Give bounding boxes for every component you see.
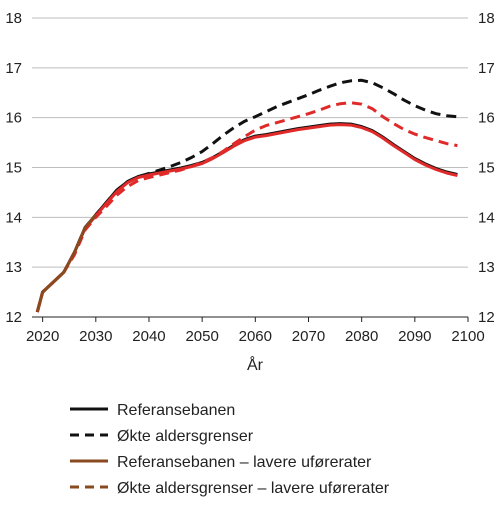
gridlines bbox=[32, 17, 468, 318]
y-tick-label-right: 16 bbox=[478, 110, 495, 127]
x-tick-label: 2080 bbox=[345, 328, 378, 345]
x-axis-label: År bbox=[247, 355, 264, 374]
legend-item: Referansebanen – lavere uførerater bbox=[70, 454, 372, 471]
x-tick-label: 2030 bbox=[79, 328, 112, 345]
y-tick-label-left: 12 bbox=[5, 309, 22, 326]
series-line-3 bbox=[35, 101, 458, 313]
x-tick-label: 2050 bbox=[185, 328, 218, 345]
legend-label: Referansebanen bbox=[117, 402, 235, 419]
legend-item: Økte aldersgrenser – lavere uførerater bbox=[70, 480, 390, 497]
legend: Referansebanen Økte aldersgrenser Referans… bbox=[70, 402, 390, 497]
x-tick-label: 2070 bbox=[292, 328, 325, 345]
y-tick-label-left: 15 bbox=[5, 160, 22, 177]
y-tick-label-right: 15 bbox=[478, 160, 495, 177]
y-tick-label-left: 16 bbox=[5, 110, 22, 127]
series-line-4 bbox=[35, 123, 458, 313]
y-tick-label-left: 18 bbox=[5, 10, 22, 27]
legend-label: Økte aldersgrenser bbox=[117, 428, 254, 445]
tick-labels: 12 12 13 13 14 14 15 15 16 16 17 17 18 18 2020 2030 2040… bbox=[5, 10, 494, 345]
x-tick-label: 2100 bbox=[451, 328, 484, 345]
y-tick-label-right: 17 bbox=[478, 60, 495, 77]
legend-item: Referansebanen bbox=[70, 402, 235, 419]
x-tick-label: 2040 bbox=[132, 328, 165, 345]
legend-label: Referansebanen – lavere uførerater bbox=[117, 454, 372, 471]
y-tick-label-right: 18 bbox=[478, 10, 495, 27]
series-line-early-segment bbox=[35, 213, 97, 313]
legend-label: Økte aldersgrenser – lavere uførerater bbox=[117, 480, 390, 497]
x-tick-label: 2060 bbox=[239, 328, 272, 345]
y-tick-label-right: 12 bbox=[478, 309, 495, 326]
y-tick-label-right: 13 bbox=[478, 259, 495, 276]
x-tick-label: 2090 bbox=[398, 328, 431, 345]
axes bbox=[32, 316, 469, 322]
y-tick-label-left: 13 bbox=[5, 259, 22, 276]
series-line-1 bbox=[35, 78, 458, 313]
y-tick-label-left: 17 bbox=[5, 60, 22, 77]
y-tick-label-right: 14 bbox=[478, 209, 495, 226]
legend-item: Økte aldersgrenser bbox=[70, 428, 254, 445]
y-tick-label-left: 14 bbox=[5, 209, 22, 226]
x-tick-label: 2020 bbox=[26, 328, 59, 345]
series-lines bbox=[35, 78, 458, 313]
